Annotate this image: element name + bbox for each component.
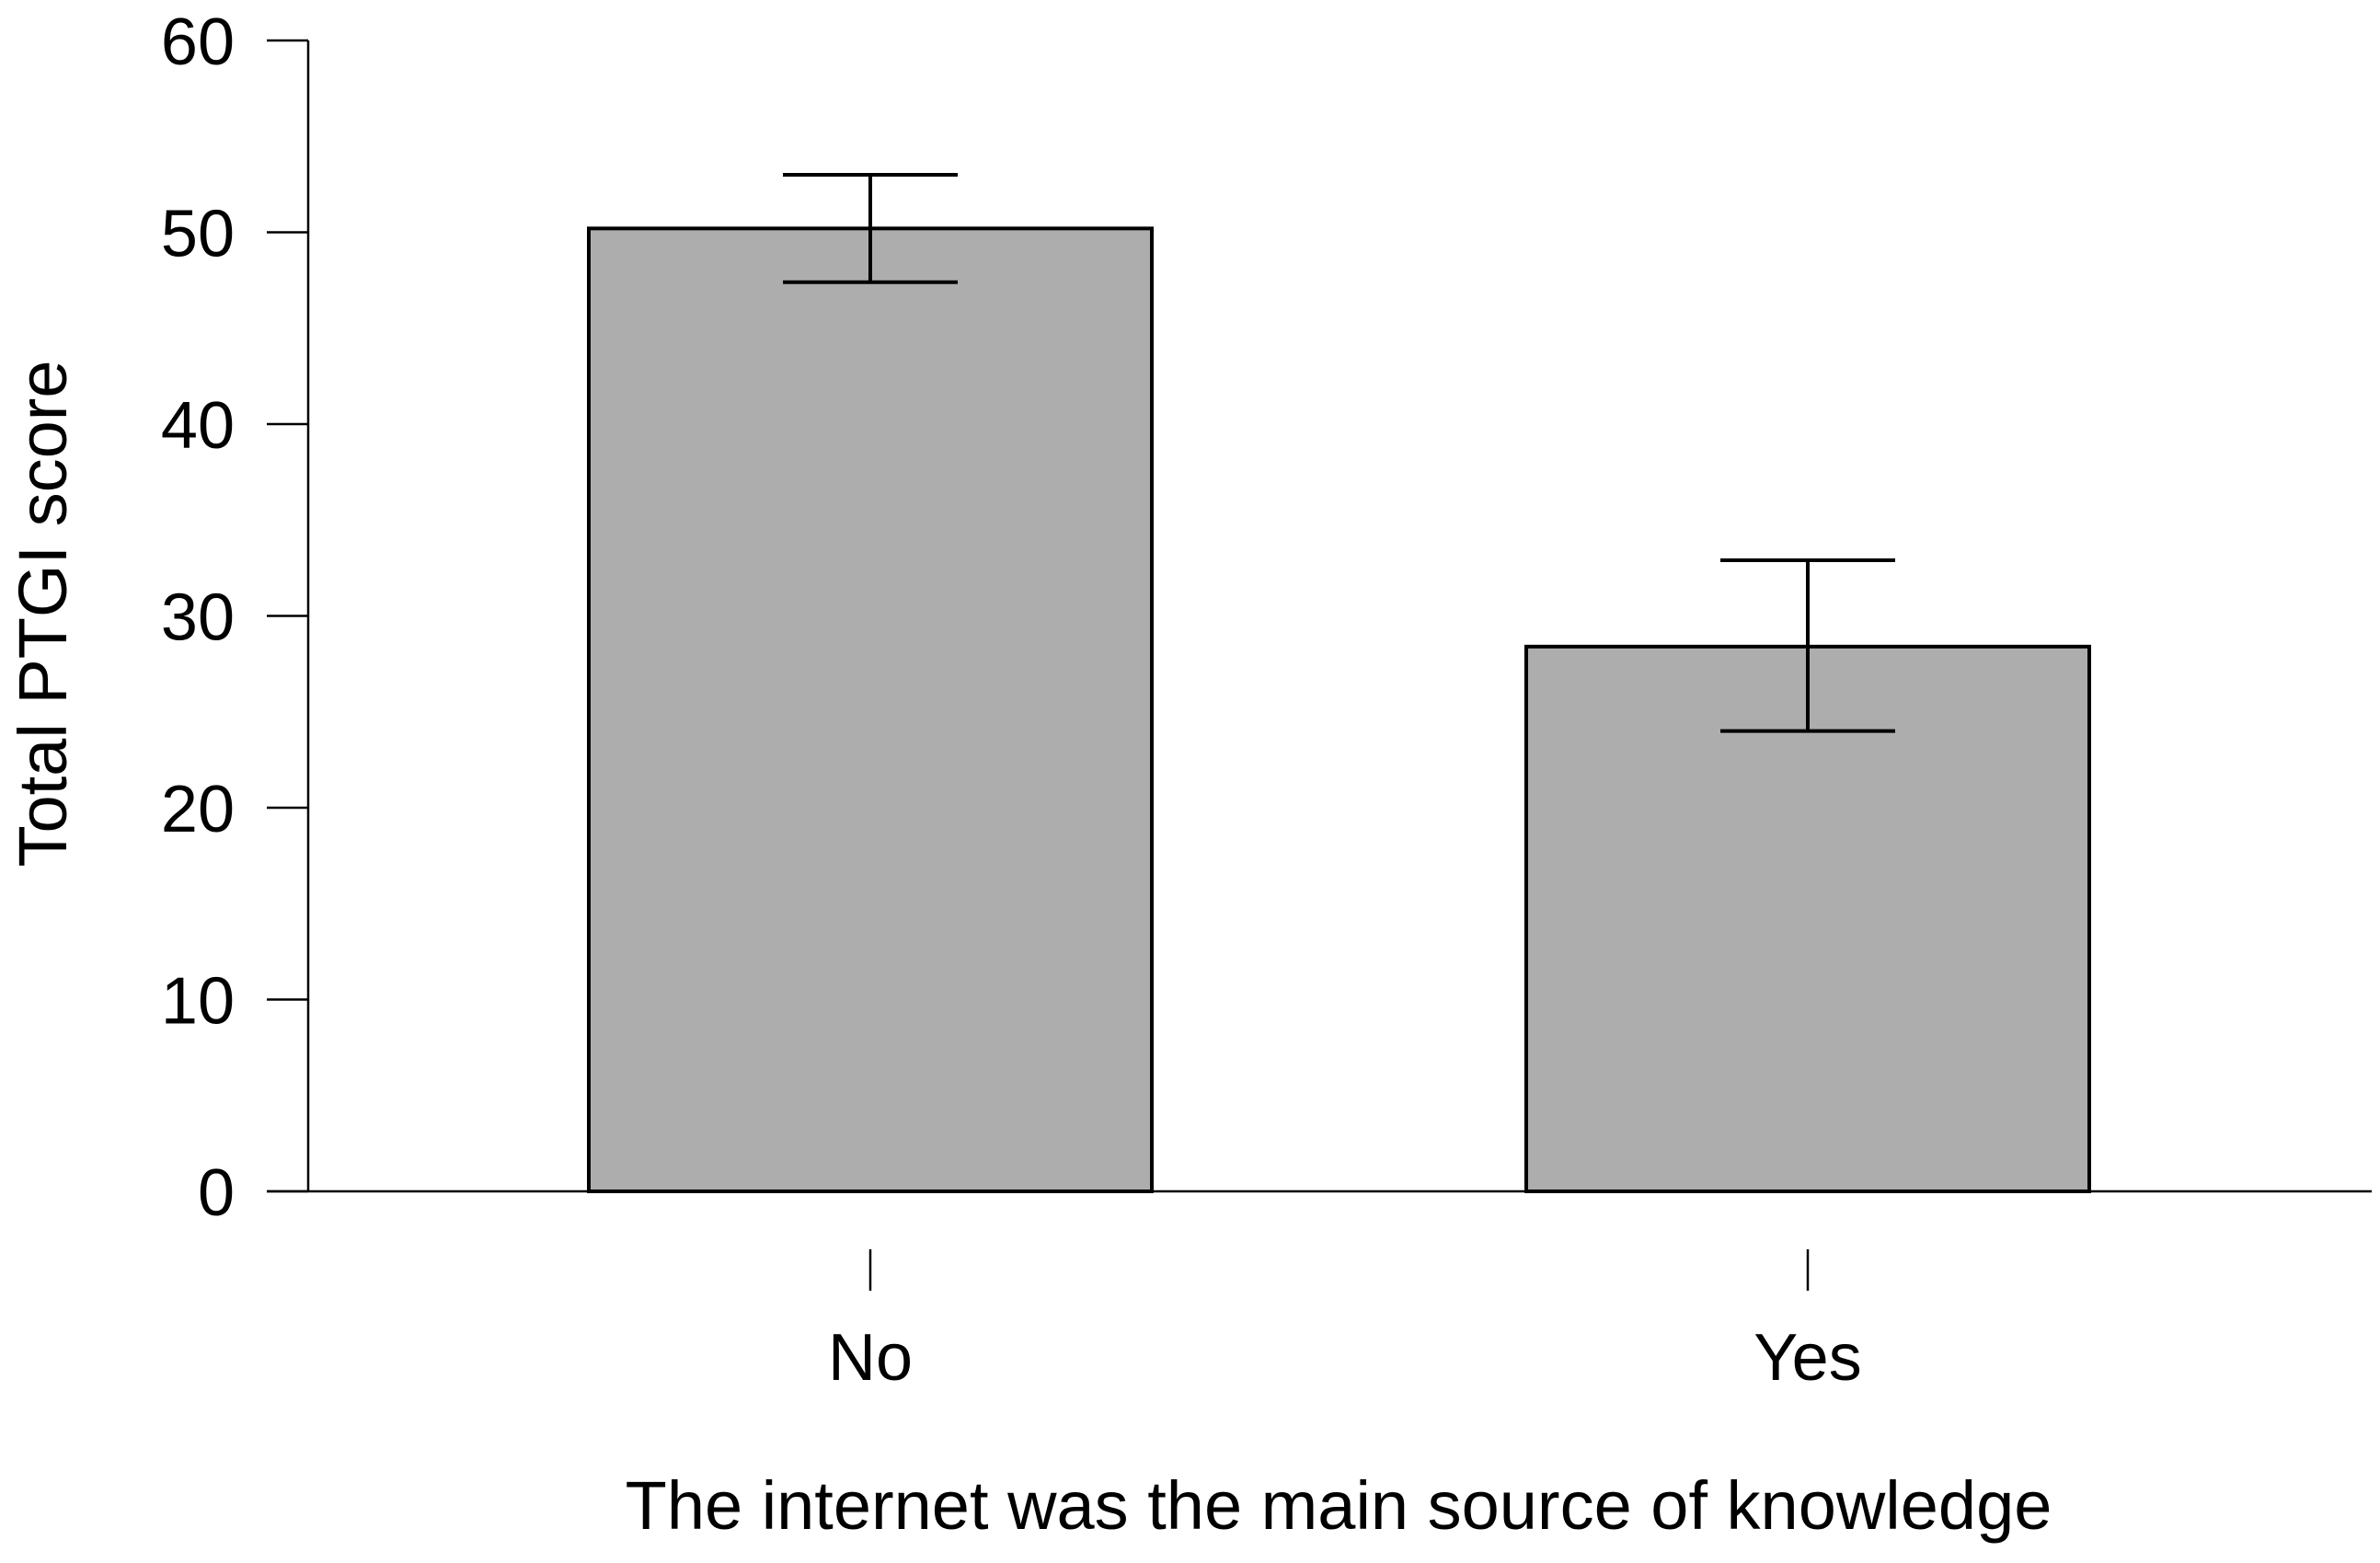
- error-bar-yes: [1720, 558, 1895, 733]
- bar-no: [587, 226, 1154, 1194]
- y-tick-label: 10: [161, 965, 235, 1039]
- bars: [587, 226, 2091, 1194]
- y-tick-label: 60: [161, 6, 235, 79]
- x-tick-label: No: [828, 1321, 913, 1395]
- y-axis-title: Total PTGI score: [5, 360, 81, 867]
- bar-yes: [1524, 644, 2091, 1193]
- y-tick-label: 30: [161, 581, 235, 655]
- y-tick-label: 40: [161, 389, 235, 463]
- y-tick-label: 20: [161, 773, 235, 846]
- x-axis-title: The internet was the main source of know…: [626, 1467, 2052, 1544]
- y-axis: 0 10 20 30 40 50 60: [161, 6, 310, 1230]
- x-axis: No Yes: [267, 1189, 2372, 1395]
- y-tick-label: 0: [198, 1156, 235, 1230]
- x-tick-label: Yes: [1753, 1321, 1861, 1395]
- y-tick-label: 50: [161, 198, 235, 271]
- error-bar-no: [783, 172, 958, 284]
- error-bars: [783, 172, 1895, 733]
